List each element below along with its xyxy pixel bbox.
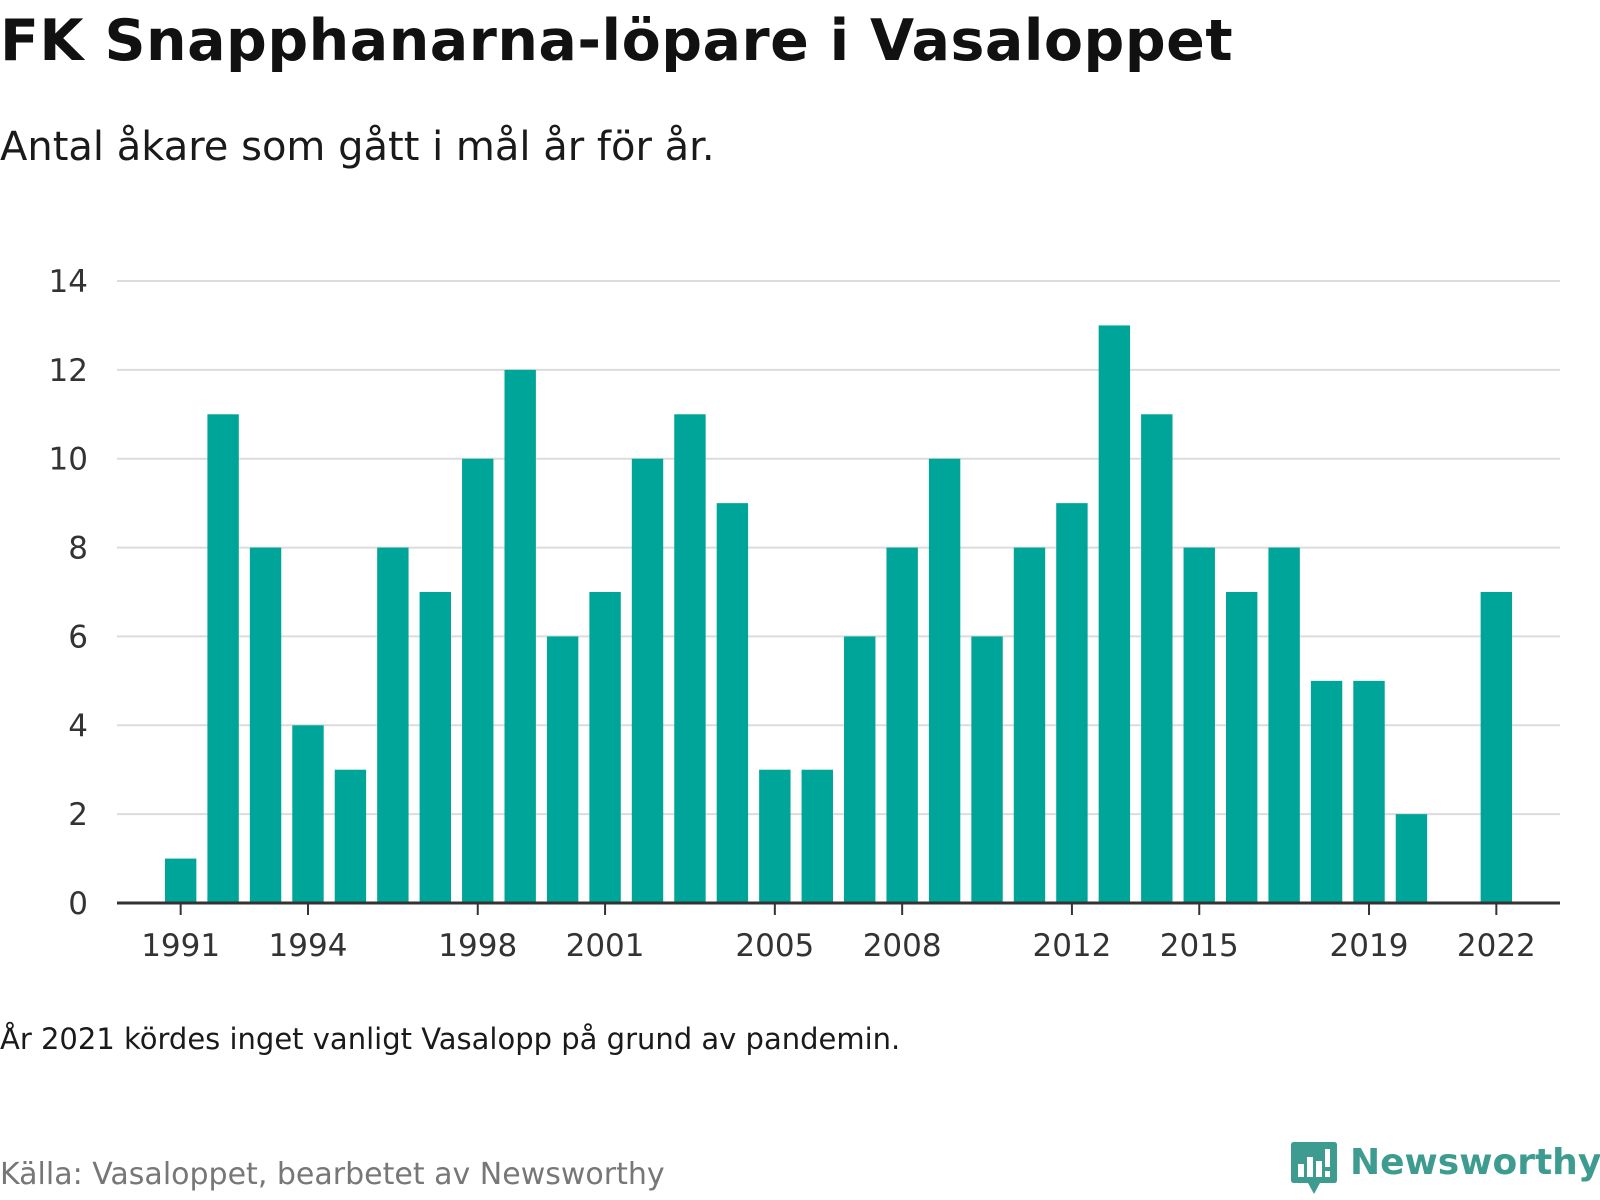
bar-1998 [462,458,494,903]
bar-2020 [1395,814,1428,903]
bar-1995 [334,769,367,903]
bar-2003 [674,414,706,903]
x-tick-label: 1994 [269,928,348,964]
bar-1992 [207,414,239,903]
bar-1997 [419,592,452,903]
y-tick-label: 12 [49,353,88,389]
bar-2011 [1013,547,1046,903]
bar-2005 [759,769,791,903]
gridlines [117,280,1560,816]
y-tick-label: 0 [68,886,88,922]
x-tick-label: 2005 [735,928,814,964]
newsworthy-logo-icon [1291,1142,1337,1194]
chart-subtitle: Antal åkare som gått i mål år för år. [0,124,715,170]
bar-chart: 0 2 4 6 8 10 12 14 1991 1994 1998 2001 2005 2008 2012… [49,264,1560,964]
bar-2002 [631,458,664,903]
x-tick-label: 2001 [566,928,645,964]
x-tick-label: 2012 [1032,928,1111,964]
bar-2022 [1480,592,1513,903]
logo-text: Newsworthy [1350,1142,1600,1183]
x-tick-label: 2019 [1330,928,1409,964]
x-tick-label: 1991 [141,928,220,964]
chart-title: FK Snapphanarna-löpare i Vasaloppet [0,8,1234,74]
bar-2006 [801,769,833,903]
bar-2010 [971,636,1003,903]
bar-2016 [1225,592,1258,903]
bar-2012 [1056,503,1088,903]
bar-1993 [249,547,282,903]
bar-1999 [504,369,536,903]
bar-2001 [589,592,621,903]
bar-2007 [844,636,876,903]
bar-2014 [1141,414,1173,903]
bar-2009 [928,458,961,903]
bar-1996 [377,547,409,903]
bar-1994 [292,725,324,903]
x-axis-tick-labels: 1991 1994 1998 2001 2005 2008 2012 2015 2019 2022 [141,928,1536,964]
x-tick-label: 2015 [1160,928,1239,964]
newsworthy-logo: Newsworthy [1290,1140,1600,1200]
y-tick-label: 4 [68,708,88,744]
x-tick-label: 1998 [438,928,517,964]
y-axis-tick-labels: 0 2 4 6 8 10 12 14 [49,264,88,922]
bar-2008 [886,547,918,903]
y-tick-label: 10 [49,442,88,478]
bar-1991 [164,858,197,903]
x-tick-label: 2008 [863,928,942,964]
bar-2015 [1183,547,1215,903]
source-credit: Källa: Vasaloppet, bearbetet av Newswort… [0,1157,665,1192]
x-tick-label: 2022 [1457,928,1536,964]
bar-2018 [1310,680,1343,903]
bar-2000 [546,636,579,903]
y-tick-label: 8 [68,531,88,567]
x-axis [117,901,1560,915]
footnote: År 2021 kördes inget vanligt Vasalopp på… [0,1022,901,1056]
bar-2013 [1098,325,1131,903]
y-tick-label: 14 [49,264,88,300]
y-tick-label: 2 [68,797,88,833]
bar-2019 [1353,680,1385,903]
bar-2017 [1268,547,1300,903]
bar-2004 [716,503,749,903]
y-tick-label: 6 [68,619,88,655]
bars [164,325,1513,903]
